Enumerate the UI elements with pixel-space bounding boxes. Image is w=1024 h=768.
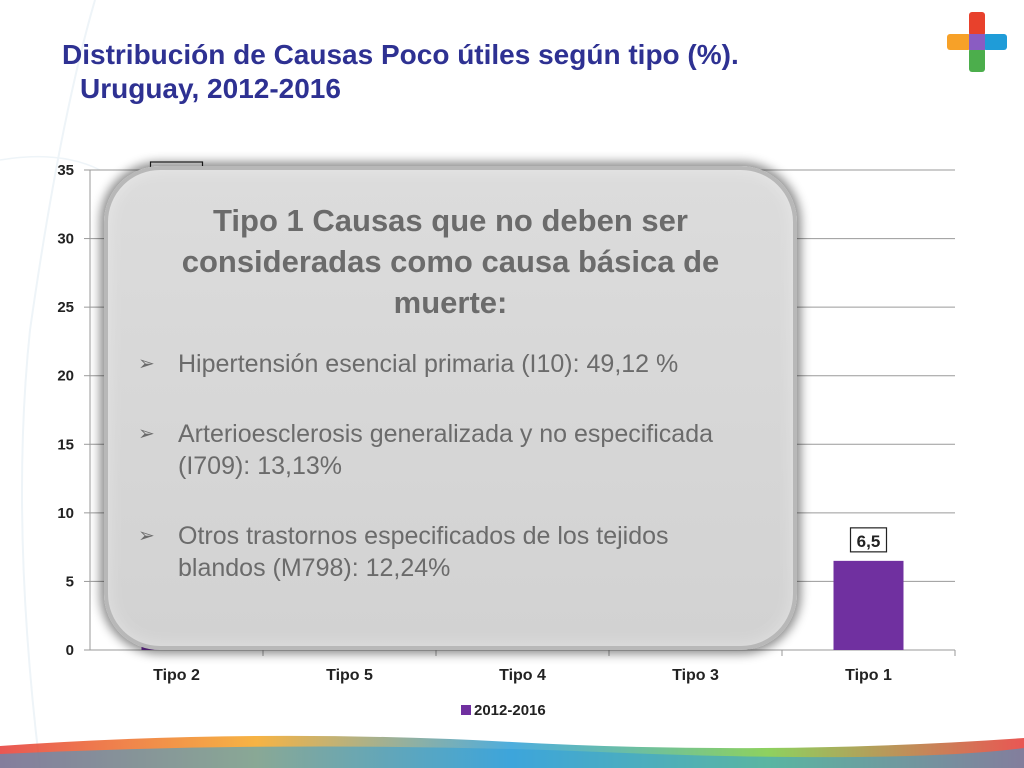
- y-tick-label: 15: [57, 436, 74, 453]
- callout-bullet-item: ➢ Hipertensión esencial primaria (I10): …: [136, 348, 763, 380]
- callout-title: Tipo 1 Causas que no deben ser considera…: [181, 203, 720, 320]
- x-tick-label: Tipo 3: [672, 667, 719, 684]
- info-callout-box: Tipo 1 Causas que no deben ser considera…: [104, 166, 797, 650]
- x-tick-label: Tipo 5: [326, 667, 373, 684]
- title-line-1: Distribución de Causas Poco útiles según…: [62, 39, 739, 70]
- callout-bullet-text: Arterioesclerosis generalizada y no espe…: [178, 420, 714, 480]
- callout-bullet-item: ➢ Arterioesclerosis generalizada y no es…: [136, 418, 763, 482]
- legend-swatch: [461, 705, 471, 715]
- x-tick-label: Tipo 2: [153, 667, 200, 684]
- title-line-2: Uruguay, 2012-2016: [80, 73, 341, 104]
- y-tick-label: 30: [57, 231, 74, 248]
- arrow-bullet-icon: ➢: [138, 423, 155, 445]
- y-tick-label: 25: [57, 299, 74, 316]
- slide-title: Distribución de Causas Poco útiles según…: [62, 38, 922, 106]
- arrow-bullet-icon: ➢: [138, 353, 155, 375]
- y-tick-label: 5: [66, 573, 74, 590]
- callout-bullet-text: Hipertensión esencial primaria (I10): 49…: [178, 350, 679, 378]
- data-label: 6,5: [857, 532, 881, 551]
- x-tick-label: Tipo 1: [845, 667, 892, 684]
- y-tick-label: 35: [57, 162, 74, 179]
- legend-label: 2012-2016: [474, 702, 546, 719]
- x-tick-label: Tipo 4: [499, 667, 546, 684]
- arrow-bullet-icon: ➢: [138, 525, 155, 547]
- health-cross-logo: [947, 12, 1007, 72]
- callout-bullet-item: ➢ Otros trastornos especificados de los …: [136, 520, 763, 584]
- callout-bullet-text: Otros trastornos especificados de los te…: [178, 522, 669, 582]
- bottom-decoration-band: [0, 735, 1024, 768]
- bar: [833, 560, 904, 650]
- y-tick-label: 20: [57, 368, 74, 385]
- y-tick-label: 0: [66, 642, 74, 659]
- data-label-box: [849, 527, 888, 553]
- callout-bullet-list: ➢ Hipertensión esencial primaria (I10): …: [136, 348, 763, 622]
- y-tick-label: 10: [57, 505, 74, 522]
